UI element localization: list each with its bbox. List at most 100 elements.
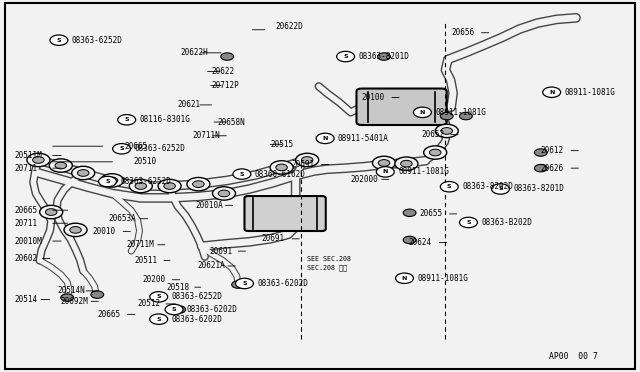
Circle shape [152, 293, 165, 301]
Text: 20652: 20652 [421, 130, 444, 139]
Text: 20711: 20711 [14, 219, 37, 228]
Circle shape [396, 273, 413, 283]
Text: 20612: 20612 [541, 146, 564, 155]
FancyBboxPatch shape [244, 196, 326, 231]
Text: 20511M: 20511M [14, 151, 42, 160]
Text: 08911-5401A: 08911-5401A [338, 134, 388, 143]
Circle shape [296, 153, 319, 167]
Circle shape [187, 177, 210, 191]
Text: 20622H: 20622H [180, 48, 208, 57]
Text: 20712P: 20712P [211, 81, 239, 90]
Text: 08363-8201D: 08363-8201D [358, 52, 409, 61]
Circle shape [221, 53, 234, 60]
Text: 20511: 20511 [134, 256, 157, 265]
Text: 08911-1081G: 08911-1081G [398, 167, 449, 176]
Text: 20665: 20665 [14, 206, 37, 215]
FancyBboxPatch shape [356, 89, 447, 125]
Text: 20626: 20626 [541, 164, 564, 173]
Text: S: S [105, 179, 110, 184]
Text: 08363-6252D: 08363-6252D [134, 144, 185, 153]
Circle shape [100, 174, 124, 187]
Text: 20621A: 20621A [197, 262, 225, 270]
Circle shape [233, 169, 251, 179]
Circle shape [49, 159, 72, 172]
Circle shape [113, 144, 131, 154]
Circle shape [70, 227, 81, 233]
Text: S: S [242, 281, 247, 286]
Text: 08363-6202D: 08363-6202D [187, 305, 237, 314]
Text: 08116-8301G: 08116-8301G [140, 115, 190, 124]
Text: N: N [549, 90, 554, 95]
Text: 20656: 20656 [451, 28, 474, 37]
Circle shape [118, 115, 136, 125]
Text: 08911-1081G: 08911-1081G [417, 274, 468, 283]
Circle shape [61, 294, 74, 301]
Circle shape [106, 177, 118, 184]
Text: 08363-8202D: 08363-8202D [462, 182, 513, 191]
Text: S: S [498, 186, 503, 192]
Circle shape [164, 183, 175, 189]
Text: 20602: 20602 [14, 254, 37, 263]
Circle shape [376, 167, 394, 177]
Text: 08911-1081G: 08911-1081G [564, 88, 615, 97]
Text: 20010: 20010 [93, 227, 116, 236]
Text: 08363-6252D: 08363-6252D [72, 36, 122, 45]
Circle shape [492, 184, 509, 194]
Text: S: S [119, 146, 124, 151]
Text: 08911-1081G: 08911-1081G [435, 108, 486, 117]
Text: 20010A: 20010A [195, 201, 223, 210]
Text: 20010M: 20010M [14, 237, 42, 246]
Text: 08363-8201D: 08363-8201D [513, 185, 564, 193]
Text: S: S [466, 220, 471, 225]
Text: 20691: 20691 [261, 234, 284, 243]
Text: S: S [56, 38, 61, 43]
Text: S: S [124, 117, 129, 122]
Text: 20622D: 20622D [275, 22, 303, 31]
Circle shape [378, 53, 390, 60]
Circle shape [316, 133, 334, 144]
Circle shape [27, 153, 50, 167]
Circle shape [403, 236, 416, 244]
Circle shape [218, 190, 230, 197]
Circle shape [534, 149, 547, 156]
Circle shape [441, 128, 452, 134]
Text: N: N [383, 169, 388, 174]
Text: 20655: 20655 [419, 209, 442, 218]
Text: S: S [239, 171, 244, 177]
Text: 20514N: 20514N [58, 286, 85, 295]
Text: AP00  00 7: AP00 00 7 [549, 352, 598, 361]
Circle shape [301, 157, 313, 163]
Circle shape [440, 112, 453, 120]
Text: 20200: 20200 [142, 275, 165, 284]
Circle shape [72, 166, 95, 180]
Text: 20621: 20621 [178, 100, 201, 109]
Circle shape [40, 205, 63, 219]
Circle shape [460, 112, 472, 120]
Circle shape [270, 161, 293, 174]
Circle shape [460, 217, 477, 228]
Circle shape [50, 35, 68, 45]
Text: 20692M: 20692M [61, 297, 88, 306]
Circle shape [378, 160, 390, 166]
Circle shape [33, 157, 44, 163]
Circle shape [77, 170, 89, 176]
Text: 20691: 20691 [210, 247, 233, 256]
Circle shape [403, 209, 416, 217]
Text: 20515: 20515 [270, 140, 293, 149]
Circle shape [232, 281, 244, 288]
Text: 20658N: 20658N [218, 118, 245, 126]
Text: 20622: 20622 [211, 67, 234, 76]
Text: N: N [420, 110, 425, 115]
Circle shape [395, 157, 418, 170]
Circle shape [372, 156, 396, 170]
Text: 20665: 20665 [125, 142, 148, 151]
Text: S: S [156, 294, 161, 299]
Text: 20514: 20514 [14, 295, 37, 304]
Text: SEE SEC.208: SEE SEC.208 [307, 256, 351, 262]
Text: 08363-6252D: 08363-6252D [120, 177, 171, 186]
Circle shape [543, 87, 561, 97]
Text: N: N [323, 136, 328, 141]
Text: 08363-B202D: 08363-B202D [481, 218, 532, 227]
Circle shape [158, 179, 181, 193]
Circle shape [64, 223, 87, 237]
